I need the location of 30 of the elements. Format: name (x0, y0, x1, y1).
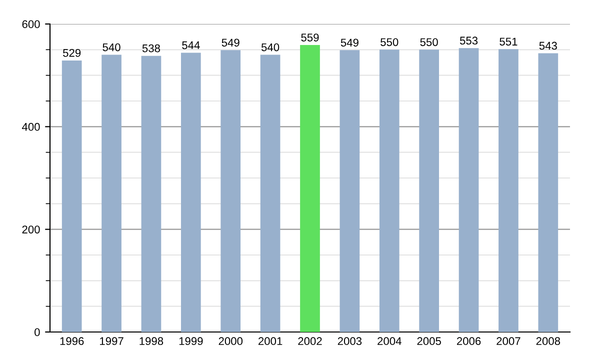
x-tick-label: 1996 (60, 337, 84, 346)
data-label: 540 (102, 43, 120, 52)
data-label: 549 (340, 38, 358, 47)
data-label: 529 (63, 48, 81, 57)
x-tick-label: 2001 (258, 337, 282, 346)
data-label: 550 (420, 38, 438, 46)
y-tick-label: 0 (34, 328, 40, 336)
x-tick-label: 1999 (179, 337, 203, 346)
data-label: 553 (460, 36, 478, 45)
data-label: 549 (222, 38, 240, 47)
data-label: 550 (380, 38, 398, 46)
x-tick-label: 1997 (100, 337, 124, 346)
y-tick-label: 200 (22, 226, 40, 234)
y-tick-label: 400 (22, 122, 40, 131)
data-label: 540 (261, 43, 280, 52)
x-tick-label: 2004 (378, 337, 402, 346)
x-tick-label: 2003 (338, 337, 362, 346)
x-tick-label: 2000 (218, 337, 243, 346)
data-label: 559 (301, 34, 319, 42)
data-label: 551 (500, 38, 518, 46)
data-label: 538 (142, 44, 160, 52)
x-tick-label: 1998 (140, 337, 164, 346)
data-label: 544 (182, 41, 200, 50)
x-tick-label: 2008 (536, 337, 560, 346)
y-tick-label: 600 (22, 20, 40, 28)
x-tick-label: 2005 (417, 337, 441, 346)
data-label: 543 (539, 42, 557, 50)
x-tick-label: 2007 (496, 337, 520, 346)
x-tick-label: 2002 (298, 337, 322, 346)
x-tick-label: 2006 (456, 337, 481, 346)
